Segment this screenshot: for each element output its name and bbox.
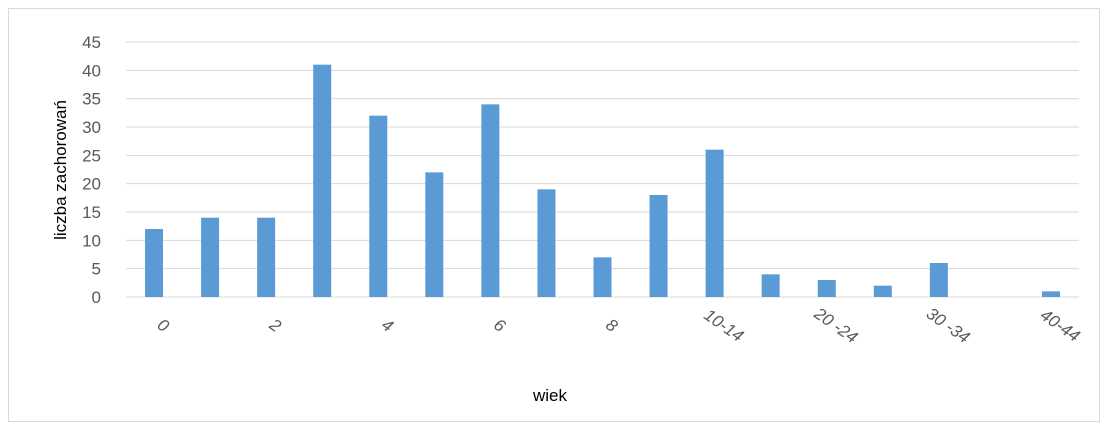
x-tick-label: 30 -34	[923, 304, 973, 347]
y-tick-label: 10	[82, 231, 101, 250]
gridlines	[126, 41, 1079, 298]
bar-0	[145, 229, 164, 297]
x-tick-label: 0	[154, 315, 173, 336]
bar-4	[369, 115, 388, 298]
bar-5	[425, 172, 444, 297]
bar-3	[313, 64, 332, 298]
bar-30-34	[929, 263, 948, 297]
y-tick-label: 40	[82, 61, 101, 80]
y-tick-label: 45	[82, 33, 101, 52]
bar-7	[537, 189, 556, 297]
bar-1	[201, 217, 220, 297]
bar-20-24	[817, 280, 836, 297]
x-tick-label: 4	[378, 315, 397, 336]
y-tick-labels: 0 5 10 15 20 25 30 35 40 45	[82, 33, 101, 307]
x-tick-label: 2	[265, 314, 285, 336]
bars	[145, 64, 1060, 298]
x-tick-label: 40-44	[1037, 305, 1084, 346]
bar-15-19	[761, 274, 780, 297]
x-tick-labels: 0 2 4 6 8 10-14 20 -24 30 -34 40-44	[154, 303, 1084, 347]
bar-2	[257, 217, 276, 297]
x-axis-title: wiek	[532, 386, 568, 405]
x-tick-label: 20 -24	[810, 303, 861, 347]
x-tick-label: 6	[490, 315, 509, 336]
bar-8	[593, 257, 612, 297]
bar-25-29	[873, 285, 892, 297]
bar-40-44	[1041, 291, 1060, 297]
bar-6	[481, 104, 500, 297]
y-tick-label: 35	[82, 90, 101, 109]
y-tick-label: 15	[82, 203, 101, 222]
y-tick-label: 20	[82, 175, 101, 194]
bar-10-14	[705, 149, 724, 297]
bar-9	[649, 195, 668, 297]
y-tick-label: 25	[82, 146, 101, 165]
x-tick-label: 8	[602, 315, 621, 336]
y-tick-label: 5	[92, 260, 101, 279]
x-tick-label: 10-14	[701, 305, 748, 346]
y-tick-label: 30	[82, 118, 101, 137]
y-tick-label: 0	[92, 288, 101, 307]
y-axis-title: liczba zachorowań	[51, 100, 70, 240]
